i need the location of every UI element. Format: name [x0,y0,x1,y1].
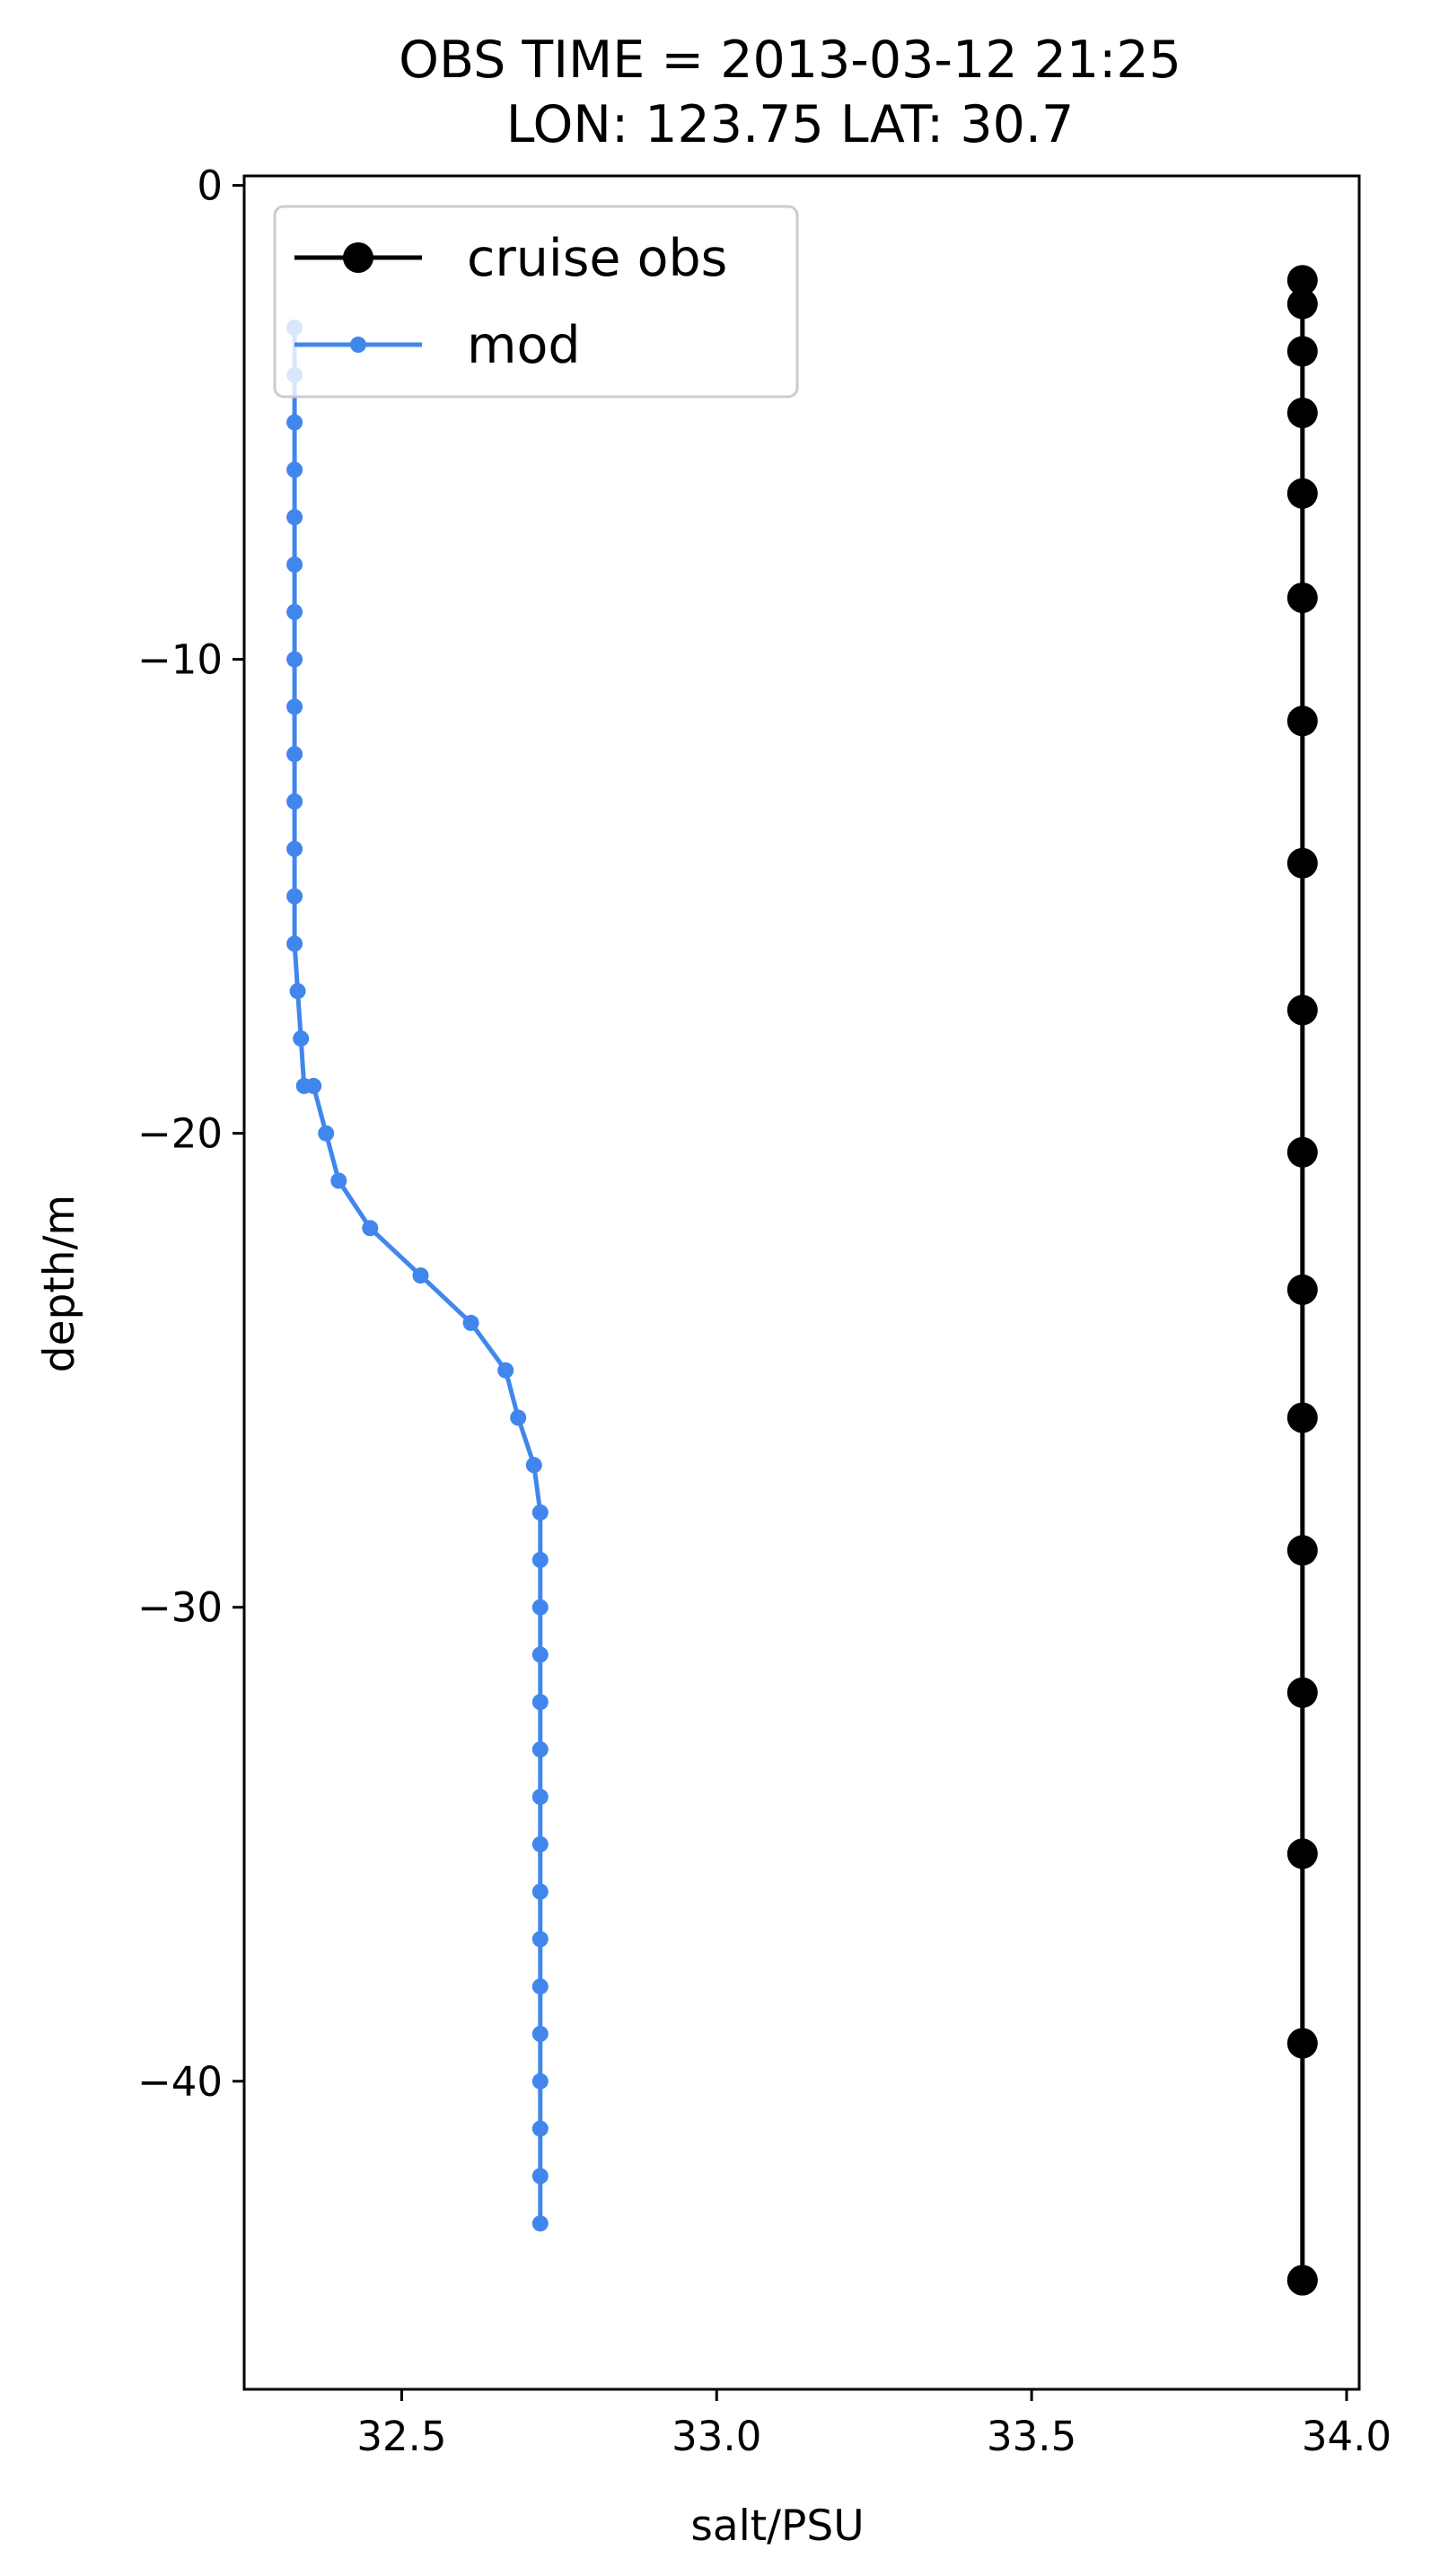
data-point-cruise-obs [1286,478,1318,509]
data-point-mod [531,2026,549,2042]
data-point-mod [305,1077,322,1094]
data-point-mod [362,1220,379,1237]
data-point-mod [531,1741,549,1758]
data-point-mod [462,1314,479,1331]
data-point-mod [531,1551,549,1568]
data-point-cruise-obs [1286,1136,1318,1168]
plot-frame [242,174,1361,2391]
data-point-mod [531,2120,549,2137]
data-point-cruise-obs [1286,2265,1318,2296]
legend-box [273,205,799,399]
chart-title-line-2: LON: 123.75 LAT: 30.7 [506,95,1075,154]
y-tick-label: −40 [137,2058,223,2106]
data-point-mod [293,1030,310,1047]
data-point-mod [531,1599,549,1616]
y-tick-label: −20 [137,1110,223,1158]
data-point-mod [531,1694,549,1711]
legend-mod-label: mod [467,316,581,375]
plot-area [286,265,1318,2296]
data-point-mod [531,1883,549,1900]
data-point-mod [286,793,303,810]
data-point-mod [286,509,303,526]
data-point-mod [318,1125,335,1142]
data-point-cruise-obs [1286,1535,1318,1566]
data-point-cruise-obs [1286,1402,1318,1433]
data-point-cruise-obs [1286,288,1318,320]
data-point-mod [289,983,306,1000]
data-point-mod [531,2215,549,2232]
x-axis-label: salt/PSU [690,2502,864,2551]
data-point-cruise-obs [1286,847,1318,879]
data-point-cruise-obs [1286,398,1318,428]
x-tick-label: 32.5 [356,2413,446,2460]
data-point-mod [286,461,303,478]
data-point-mod [286,651,303,668]
x-tick-label: 34.0 [1302,2413,1392,2460]
legend: cruise obs mod [273,205,799,399]
data-point-mod [531,1646,549,1663]
data-point-cruise-obs [1286,583,1318,613]
data-point-cruise-obs [1286,336,1318,367]
y-axis: 0 −10 −20 −30 −40 [137,162,244,2106]
y-tick-label: −30 [137,1584,223,1632]
x-tick-label: 33.0 [672,2413,761,2460]
data-point-mod [286,556,303,573]
data-point-cruise-obs [1286,1274,1318,1305]
data-point-mod [286,888,303,905]
data-point-mod [531,1978,549,1995]
data-point-mod [497,1362,514,1379]
data-point-mod [531,1931,549,1948]
data-point-mod [412,1267,429,1284]
data-point-mod [286,414,303,431]
data-point-mod [286,603,303,620]
data-point-mod [510,1409,527,1426]
data-point-mod [531,1788,549,1805]
data-point-mod [531,2168,549,2185]
data-point-mod [330,1172,347,1189]
data-point-mod [531,1504,549,1521]
data-point-mod [286,840,303,857]
x-tick-label: 33.5 [987,2413,1076,2460]
y-tick-label: 0 [197,162,223,210]
chart-title-line-1: OBS TIME = 2013-03-12 21:25 [399,31,1181,90]
data-point-mod [531,1836,549,1853]
data-point-cruise-obs [1286,705,1318,737]
data-point-cruise-obs [1286,2028,1318,2059]
data-point-mod [525,1457,542,1474]
data-point-mod [286,746,303,763]
legend-cruise-obs-marker [343,242,373,273]
data-point-cruise-obs [1286,265,1318,296]
x-axis: 32.5 33.0 33.5 34.0 [356,2389,1392,2460]
y-axis-label: depth/m [35,1195,84,1372]
data-point-cruise-obs [1286,1838,1318,1870]
data-point-cruise-obs [1286,1677,1318,1708]
data-point-mod [531,2072,549,2090]
legend-mod-marker [350,337,366,353]
y-tick-label: −10 [137,636,223,684]
data-point-cruise-obs [1286,994,1318,1026]
data-point-mod [286,935,303,952]
legend-cruise-obs-label: cruise obs [467,229,727,288]
data-point-mod [286,698,303,715]
